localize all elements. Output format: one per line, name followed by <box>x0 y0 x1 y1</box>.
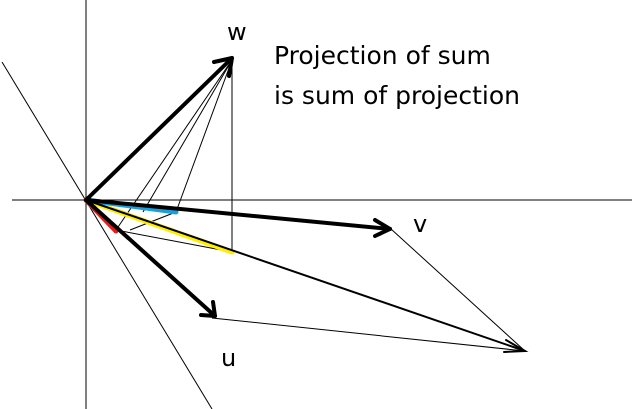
vector-w-arrow <box>84 56 234 202</box>
caption-line-2: is sum of projection <box>274 81 520 110</box>
label-w: w <box>227 18 247 46</box>
vector-v-arrow <box>84 198 392 238</box>
label-v: v <box>413 210 428 238</box>
caption: Projection of sum is sum of projection <box>274 36 520 116</box>
caption-line-1: Projection of sum <box>274 41 491 70</box>
vector-u-arrow <box>84 198 217 318</box>
perpendicular-line <box>1 61 213 409</box>
sum-vector-arrow <box>85 199 529 353</box>
label-u: u <box>221 344 237 372</box>
construction-lines <box>115 59 526 352</box>
